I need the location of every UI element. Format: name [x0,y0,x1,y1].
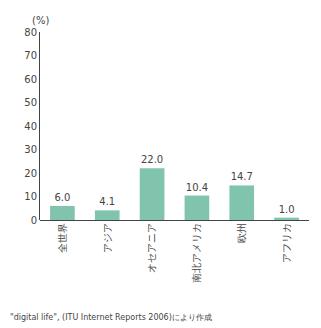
svg-text:10.4: 10.4 [186,182,208,193]
svg-text:0: 0 [31,215,37,226]
svg-text:22.0: 22.0 [141,154,163,165]
svg-text:"digital life", (ITU Internet: "digital life", (ITU Internet Reports 20… [10,313,212,322]
svg-text:70: 70 [24,50,37,61]
svg-text:オセアニア: オセアニア [146,223,157,273]
svg-text:10: 10 [24,191,37,202]
svg-text:1.0: 1.0 [279,204,295,215]
svg-text:30: 30 [24,144,37,155]
svg-text:40: 40 [24,121,37,132]
svg-text:50: 50 [24,97,37,108]
svg-text:20: 20 [24,168,37,179]
svg-text:アジア: アジア [102,223,113,253]
svg-text:全世界: 全世界 [57,223,68,253]
svg-text:アフリカ: アフリカ [281,223,292,263]
svg-text:80: 80 [24,27,37,38]
svg-text:6.0: 6.0 [54,192,70,203]
svg-text:南北アメリカ: 南北アメリカ [191,223,202,283]
svg-text:60: 60 [24,74,37,85]
svg-text:4.1: 4.1 [99,196,115,207]
svg-text:14.7: 14.7 [231,171,253,182]
svg-text:(%): (%) [32,15,49,26]
svg-text:欧州: 欧州 [236,223,247,243]
